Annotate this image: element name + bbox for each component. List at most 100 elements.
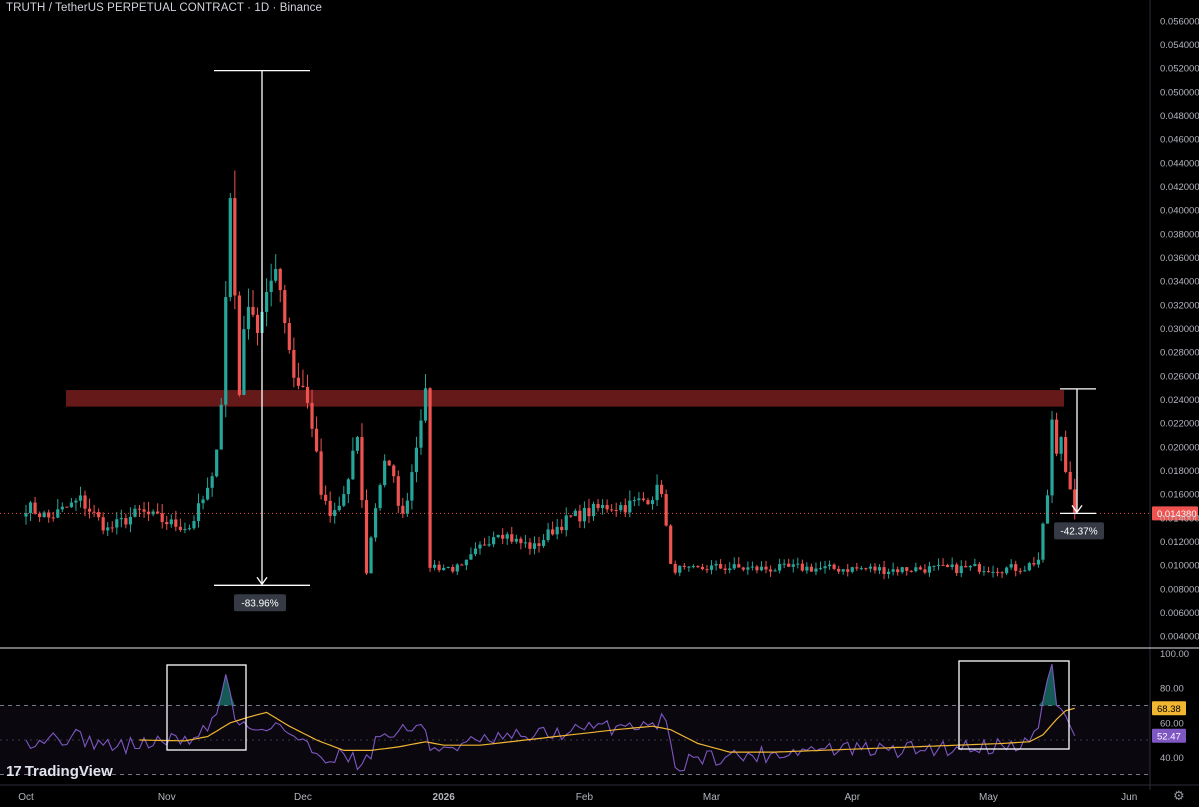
candle	[832, 563, 836, 571]
rsi-tick-label: 80.00	[1160, 684, 1184, 695]
candle	[655, 474, 659, 506]
candle-body	[900, 567, 904, 573]
candle	[183, 522, 187, 534]
candle	[128, 507, 133, 533]
candle-body	[78, 495, 83, 501]
candle-body	[160, 513, 164, 523]
candle	[936, 558, 941, 571]
candle-body	[655, 484, 659, 501]
candle	[959, 560, 963, 577]
price-tick-label: 0.028000	[1160, 348, 1199, 359]
candle	[673, 560, 677, 575]
candle-body	[623, 505, 627, 513]
candle-body	[192, 521, 196, 529]
candle	[1059, 436, 1063, 462]
candle-body	[51, 517, 55, 519]
candle	[719, 559, 723, 570]
candle	[42, 510, 46, 518]
candle	[446, 566, 450, 569]
candle	[646, 497, 650, 506]
candle	[469, 547, 473, 560]
candle	[292, 337, 296, 388]
candle-body	[814, 568, 818, 572]
candle	[796, 557, 800, 569]
candle-body	[859, 568, 863, 570]
candle-body	[841, 569, 845, 572]
candle	[296, 362, 300, 390]
candle	[301, 369, 305, 388]
candle	[687, 565, 691, 572]
candle-body	[414, 447, 419, 473]
rsi-tick-label: 40.00	[1160, 753, 1184, 764]
candle	[355, 435, 360, 454]
candle	[587, 498, 591, 524]
candle-body	[669, 525, 673, 564]
candle-body	[787, 563, 791, 567]
candle	[69, 498, 73, 508]
time-tick-label: Nov	[158, 792, 176, 803]
candle-body	[809, 566, 814, 572]
candle	[537, 536, 541, 553]
candle	[482, 537, 487, 546]
candle	[87, 498, 92, 519]
candle	[964, 560, 968, 568]
candle-body	[968, 565, 972, 568]
candle-body	[796, 563, 800, 565]
candle	[124, 513, 128, 529]
candle	[519, 536, 523, 550]
price-tick-label: 0.046000	[1160, 135, 1199, 146]
candle-body	[746, 567, 750, 570]
candle	[373, 503, 378, 542]
candle-body	[578, 510, 582, 522]
candle	[660, 480, 664, 498]
candle	[451, 564, 455, 574]
time-axis: Oct Nov Dec 2026 Feb Mar Apr May Jun	[0, 784, 1199, 803]
candle-body	[346, 479, 350, 495]
candle-body	[641, 498, 646, 501]
price-axis: 0.004000 0.006000 0.008000 0.010000 0.012000…	[1149, 0, 1199, 790]
candle	[873, 563, 877, 574]
candle-body	[351, 450, 355, 480]
candle-body	[482, 544, 487, 546]
candle	[233, 170, 237, 310]
resistance-zone-layer	[66, 390, 1064, 407]
candle-body	[378, 485, 382, 509]
candle	[65, 506, 69, 508]
candle-body	[991, 571, 995, 573]
candle-body	[328, 500, 332, 517]
candle	[428, 387, 432, 573]
candle-body	[33, 502, 37, 514]
candle-body	[69, 502, 73, 508]
candle-body	[56, 509, 60, 518]
candle-body	[401, 505, 405, 514]
resistance-zone	[66, 390, 1064, 407]
price-tick-label: 0.012000	[1160, 537, 1199, 548]
candle	[610, 504, 614, 513]
candle-body	[156, 511, 160, 514]
candle	[492, 531, 496, 548]
candle-body	[383, 460, 387, 486]
candle-body	[469, 554, 473, 560]
candle	[210, 472, 214, 497]
candle-body	[437, 564, 441, 571]
candle-body	[87, 508, 92, 512]
candle-body	[373, 508, 378, 538]
candle-body	[83, 495, 87, 509]
candle	[265, 278, 269, 327]
candle-body	[74, 500, 78, 503]
candle-body	[768, 569, 773, 572]
candle-body	[1000, 572, 1004, 574]
gear-icon[interactable]: ⚙	[1173, 788, 1185, 803]
candle-body	[909, 570, 913, 572]
candle-body	[246, 306, 251, 330]
candle-body	[600, 504, 605, 509]
candle-body	[128, 516, 133, 525]
candle	[991, 565, 995, 578]
rsi-ma-line	[139, 707, 1075, 753]
candle	[923, 564, 927, 575]
candle-body	[460, 564, 464, 566]
candle	[614, 502, 618, 517]
candle-body	[47, 512, 51, 518]
candle-body	[342, 494, 346, 506]
candle-body	[873, 566, 877, 571]
